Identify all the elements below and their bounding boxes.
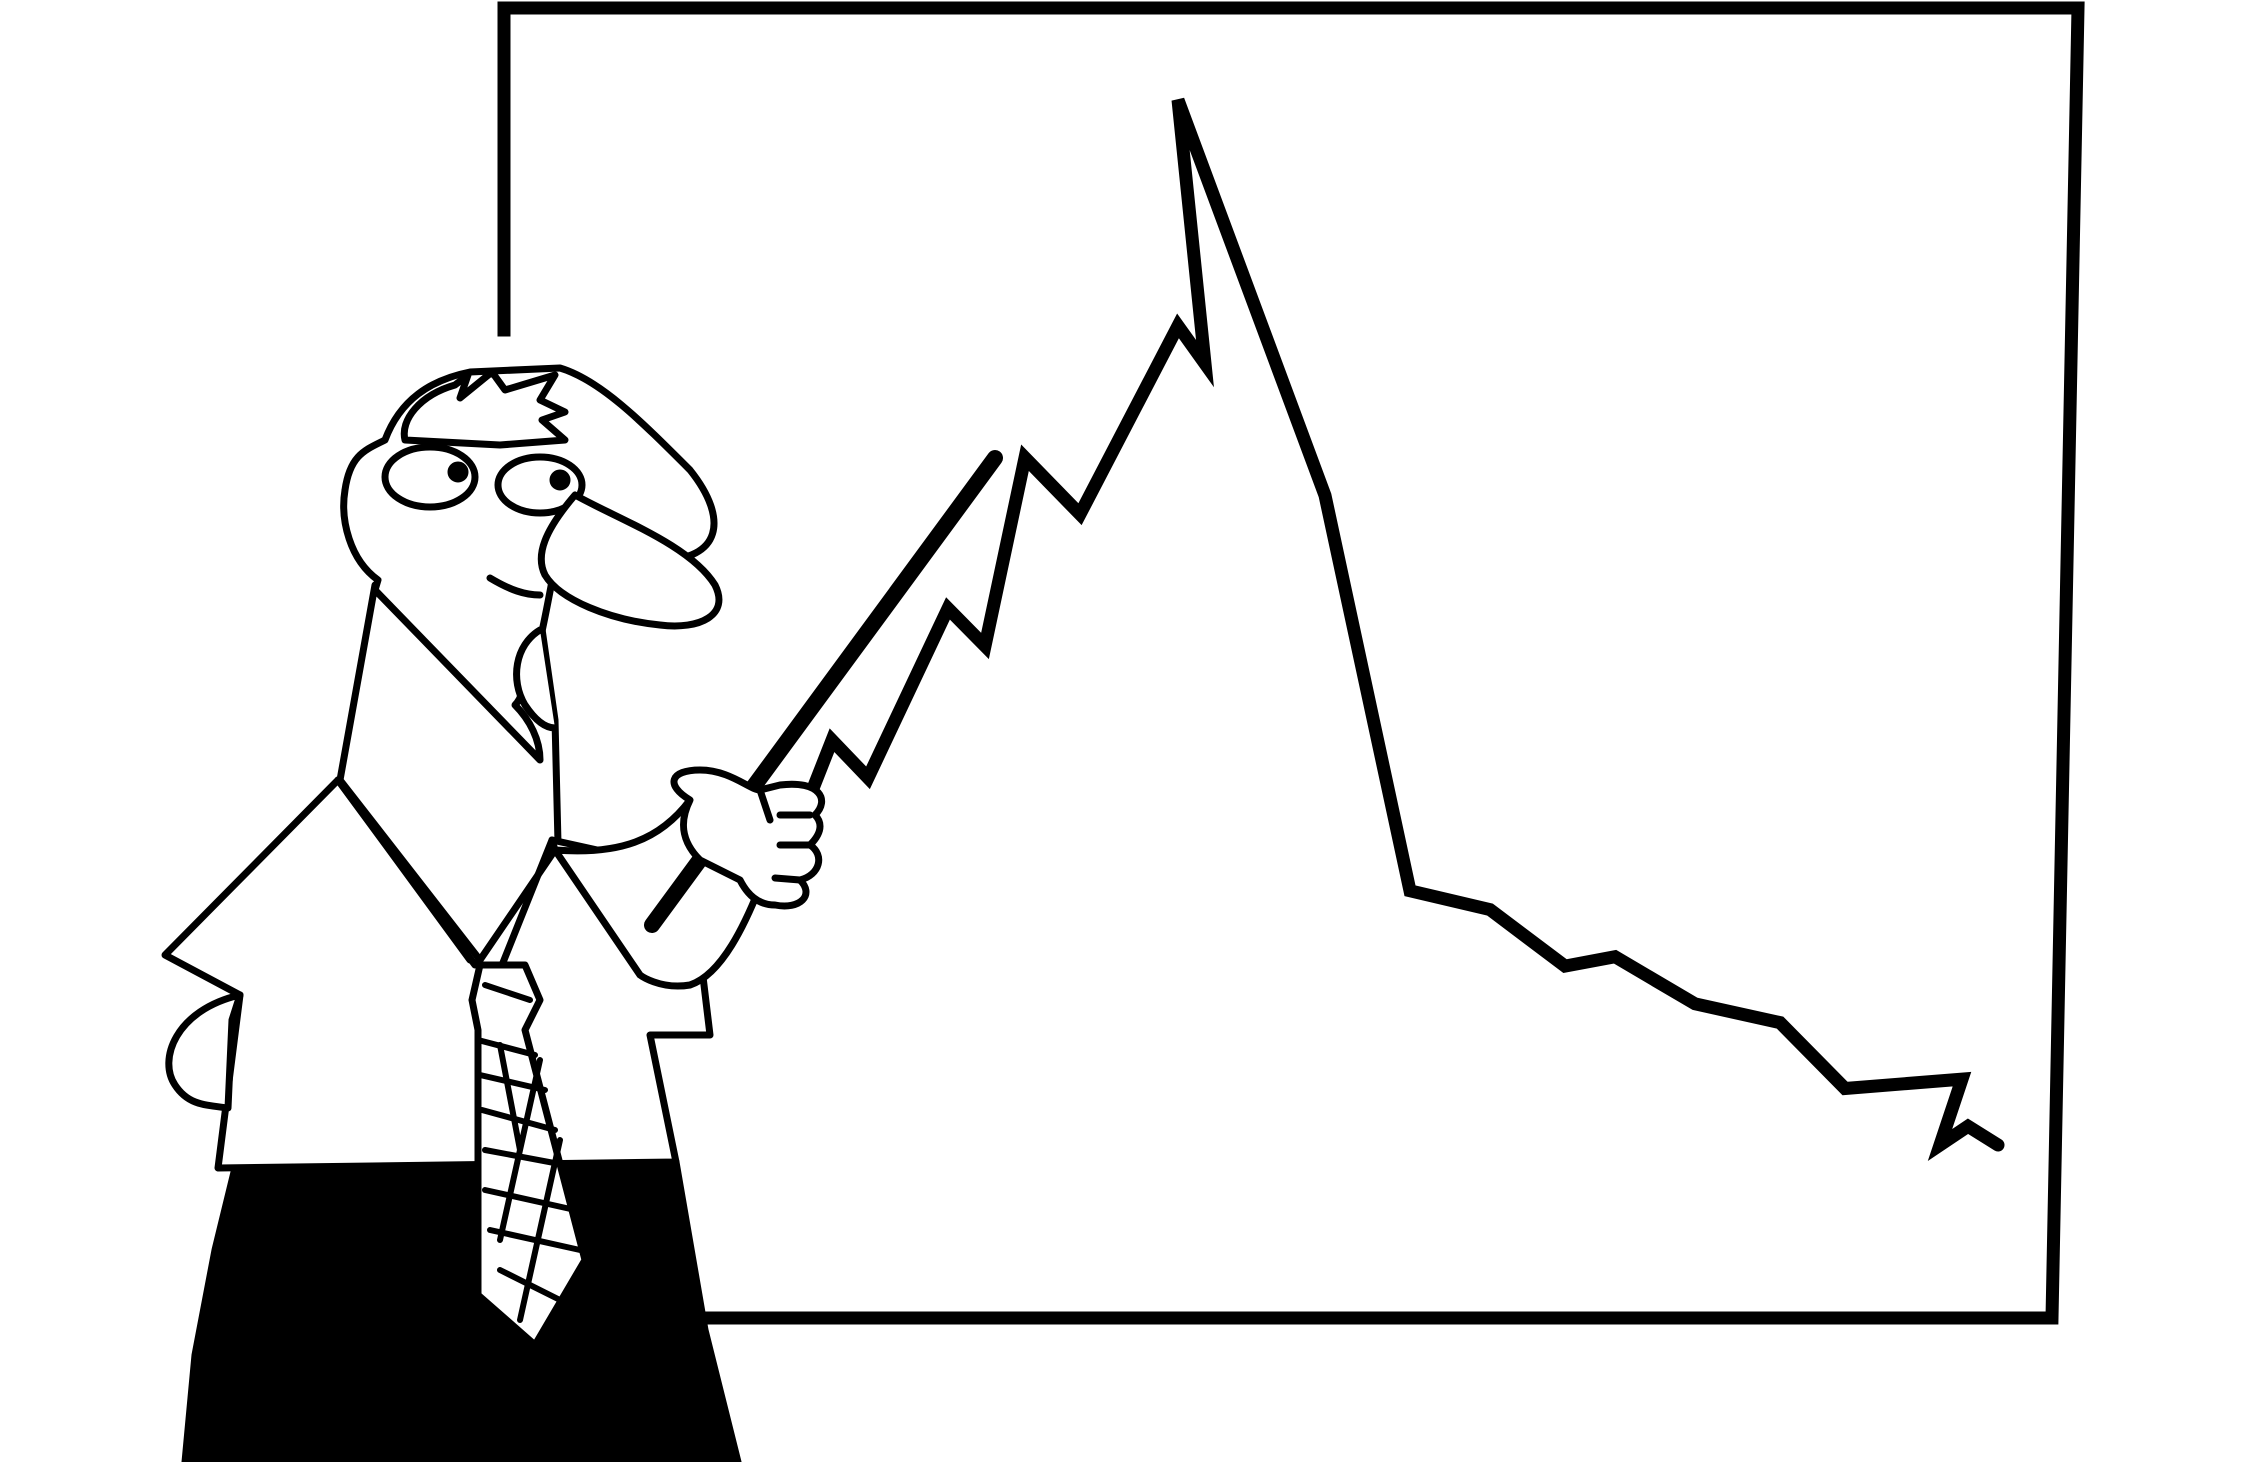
mouth [486,574,544,599]
nose [537,491,723,630]
chart-board [497,1,2085,1325]
hair [400,368,569,449]
shirt-collar [334,776,556,974]
left-arm [165,991,244,1112]
pointing-hand [670,766,826,910]
chin [513,626,559,732]
left-eye [381,443,479,511]
right-pupil [549,469,571,491]
chart-trend-line [658,97,2005,1162]
left-pupil [447,461,469,483]
trousers [181,1158,742,1462]
board-frame [497,1,2085,1325]
tie-pattern [475,982,583,1323]
presenter-figure [161,364,1003,1462]
